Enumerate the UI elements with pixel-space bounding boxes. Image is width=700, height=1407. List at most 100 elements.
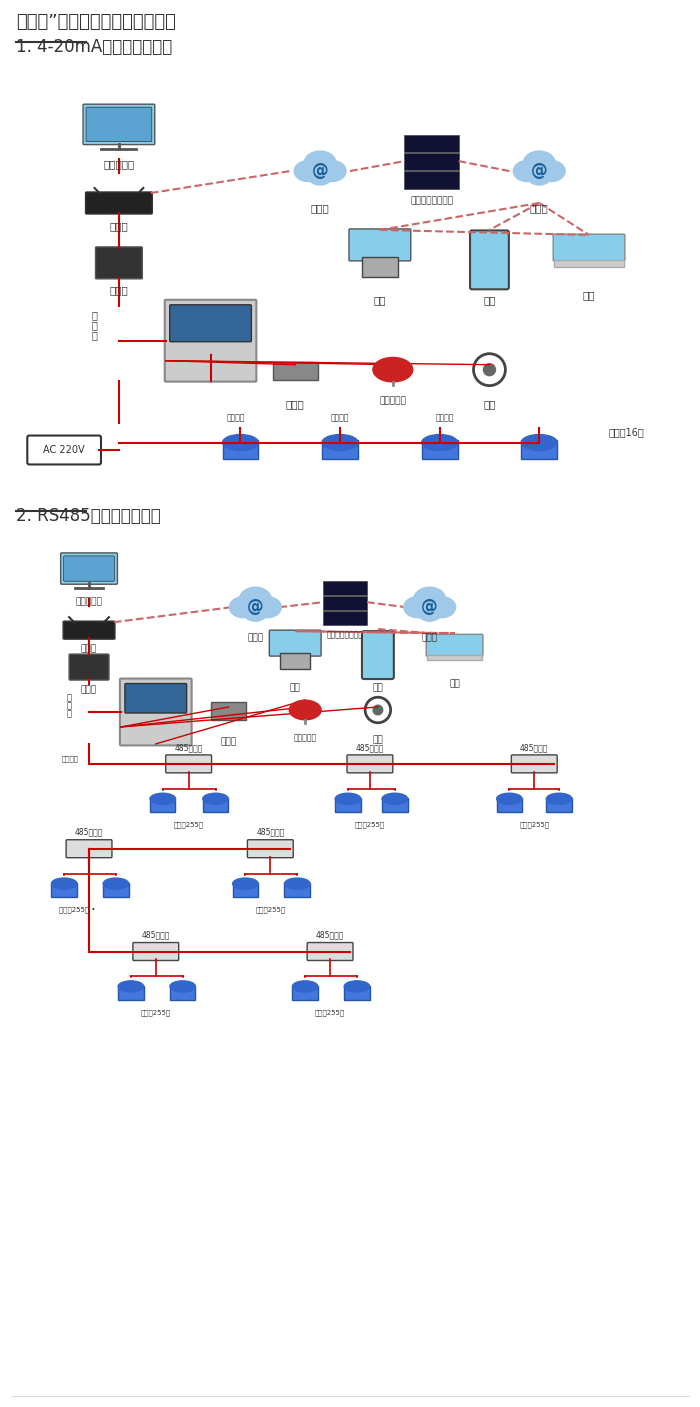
FancyBboxPatch shape xyxy=(270,630,321,656)
Text: 信号输出: 信号输出 xyxy=(435,414,454,422)
Text: 手机: 手机 xyxy=(483,295,496,305)
Ellipse shape xyxy=(232,878,258,889)
Ellipse shape xyxy=(522,435,557,450)
Text: 互联网: 互联网 xyxy=(530,203,549,212)
Text: AC 220V: AC 220V xyxy=(43,445,85,454)
FancyBboxPatch shape xyxy=(347,756,393,772)
Ellipse shape xyxy=(524,151,555,174)
Ellipse shape xyxy=(382,794,407,805)
Text: 转换器: 转换器 xyxy=(109,284,128,295)
Text: 安帕尔网络服务器: 安帕尔网络服务器 xyxy=(410,196,453,205)
FancyBboxPatch shape xyxy=(421,439,458,460)
FancyBboxPatch shape xyxy=(170,986,195,1000)
FancyBboxPatch shape xyxy=(211,702,246,720)
FancyBboxPatch shape xyxy=(66,840,112,858)
Ellipse shape xyxy=(289,701,321,720)
FancyBboxPatch shape xyxy=(169,305,251,342)
Text: @: @ xyxy=(312,162,328,180)
Text: 可连接255台: 可连接255台 xyxy=(355,822,385,829)
Ellipse shape xyxy=(344,981,370,992)
FancyBboxPatch shape xyxy=(95,246,142,279)
Ellipse shape xyxy=(322,435,358,450)
Text: 可连接255台: 可连接255台 xyxy=(256,906,286,913)
Text: 可连接255台: 可连接255台 xyxy=(174,822,204,829)
Text: 可连接16个: 可连接16个 xyxy=(609,428,645,438)
FancyBboxPatch shape xyxy=(405,172,459,189)
Ellipse shape xyxy=(308,167,332,186)
Circle shape xyxy=(484,363,496,376)
Ellipse shape xyxy=(293,981,318,992)
Text: 485中继器: 485中继器 xyxy=(356,743,384,751)
FancyBboxPatch shape xyxy=(349,229,411,260)
FancyBboxPatch shape xyxy=(344,986,370,1000)
Ellipse shape xyxy=(404,597,432,618)
Text: 声光报警器: 声光报警器 xyxy=(379,397,406,405)
FancyBboxPatch shape xyxy=(150,798,176,812)
Text: 2. RS485信号连接系统图: 2. RS485信号连接系统图 xyxy=(16,508,161,525)
FancyBboxPatch shape xyxy=(273,362,318,380)
FancyBboxPatch shape xyxy=(69,654,109,680)
Text: 可连接255台: 可连接255台 xyxy=(141,1009,171,1016)
Text: 转换器: 转换器 xyxy=(81,685,97,694)
Text: 单机版电脑: 单机版电脑 xyxy=(76,597,102,606)
Text: 485中继器: 485中继器 xyxy=(316,930,344,940)
Text: 讯: 讯 xyxy=(91,319,97,329)
FancyBboxPatch shape xyxy=(382,798,407,812)
FancyBboxPatch shape xyxy=(496,798,522,812)
FancyBboxPatch shape xyxy=(426,635,483,656)
Ellipse shape xyxy=(103,878,129,889)
FancyBboxPatch shape xyxy=(323,581,368,595)
FancyBboxPatch shape xyxy=(164,300,256,381)
Circle shape xyxy=(373,705,383,715)
Ellipse shape xyxy=(496,794,522,805)
Text: 风机: 风机 xyxy=(372,734,384,744)
FancyBboxPatch shape xyxy=(63,620,115,639)
Ellipse shape xyxy=(239,587,272,611)
Text: @: @ xyxy=(531,162,547,180)
FancyBboxPatch shape xyxy=(51,884,77,898)
Text: 485中继器: 485中继器 xyxy=(75,827,103,837)
Text: 1. 4-20mA信号连接系统图: 1. 4-20mA信号连接系统图 xyxy=(16,38,173,56)
Ellipse shape xyxy=(253,597,281,618)
Text: 可连接255台 •: 可连接255台 • xyxy=(60,906,95,913)
Text: 电磁阀: 电磁阀 xyxy=(286,400,304,409)
FancyBboxPatch shape xyxy=(323,595,368,609)
FancyBboxPatch shape xyxy=(405,153,459,170)
FancyBboxPatch shape xyxy=(27,436,101,464)
Ellipse shape xyxy=(223,435,258,450)
FancyBboxPatch shape xyxy=(522,439,557,460)
Text: 通: 通 xyxy=(66,694,71,702)
Text: 线: 线 xyxy=(91,329,97,339)
FancyBboxPatch shape xyxy=(120,678,192,746)
Text: 路由器: 路由器 xyxy=(81,644,97,653)
Text: 电脑: 电脑 xyxy=(374,295,386,305)
Text: 终端: 终端 xyxy=(583,290,595,300)
Ellipse shape xyxy=(414,587,446,611)
Text: 互联网: 互联网 xyxy=(421,633,438,642)
Text: 485中继器: 485中继器 xyxy=(520,743,549,751)
FancyBboxPatch shape xyxy=(322,439,358,460)
FancyBboxPatch shape xyxy=(293,986,318,1000)
Text: 信号输出: 信号输出 xyxy=(331,414,349,422)
Ellipse shape xyxy=(230,597,258,618)
Ellipse shape xyxy=(418,604,442,620)
Text: 信号输出: 信号输出 xyxy=(226,414,245,422)
Text: 讯: 讯 xyxy=(66,701,71,711)
Text: 路由器: 路由器 xyxy=(109,221,128,231)
FancyBboxPatch shape xyxy=(307,943,353,961)
Ellipse shape xyxy=(428,597,456,618)
Text: 电磁阀: 电磁阀 xyxy=(220,737,237,746)
FancyBboxPatch shape xyxy=(280,653,310,670)
Text: 终端: 终端 xyxy=(449,680,460,688)
FancyBboxPatch shape xyxy=(118,986,144,1000)
Ellipse shape xyxy=(547,794,572,805)
Text: 通: 通 xyxy=(91,310,97,319)
Text: 信号输出: 信号输出 xyxy=(62,756,79,763)
FancyBboxPatch shape xyxy=(362,632,394,680)
Ellipse shape xyxy=(421,435,458,450)
FancyBboxPatch shape xyxy=(362,257,398,277)
Ellipse shape xyxy=(527,167,551,186)
FancyBboxPatch shape xyxy=(203,798,228,812)
Ellipse shape xyxy=(118,981,144,992)
Text: 风机: 风机 xyxy=(483,400,496,409)
